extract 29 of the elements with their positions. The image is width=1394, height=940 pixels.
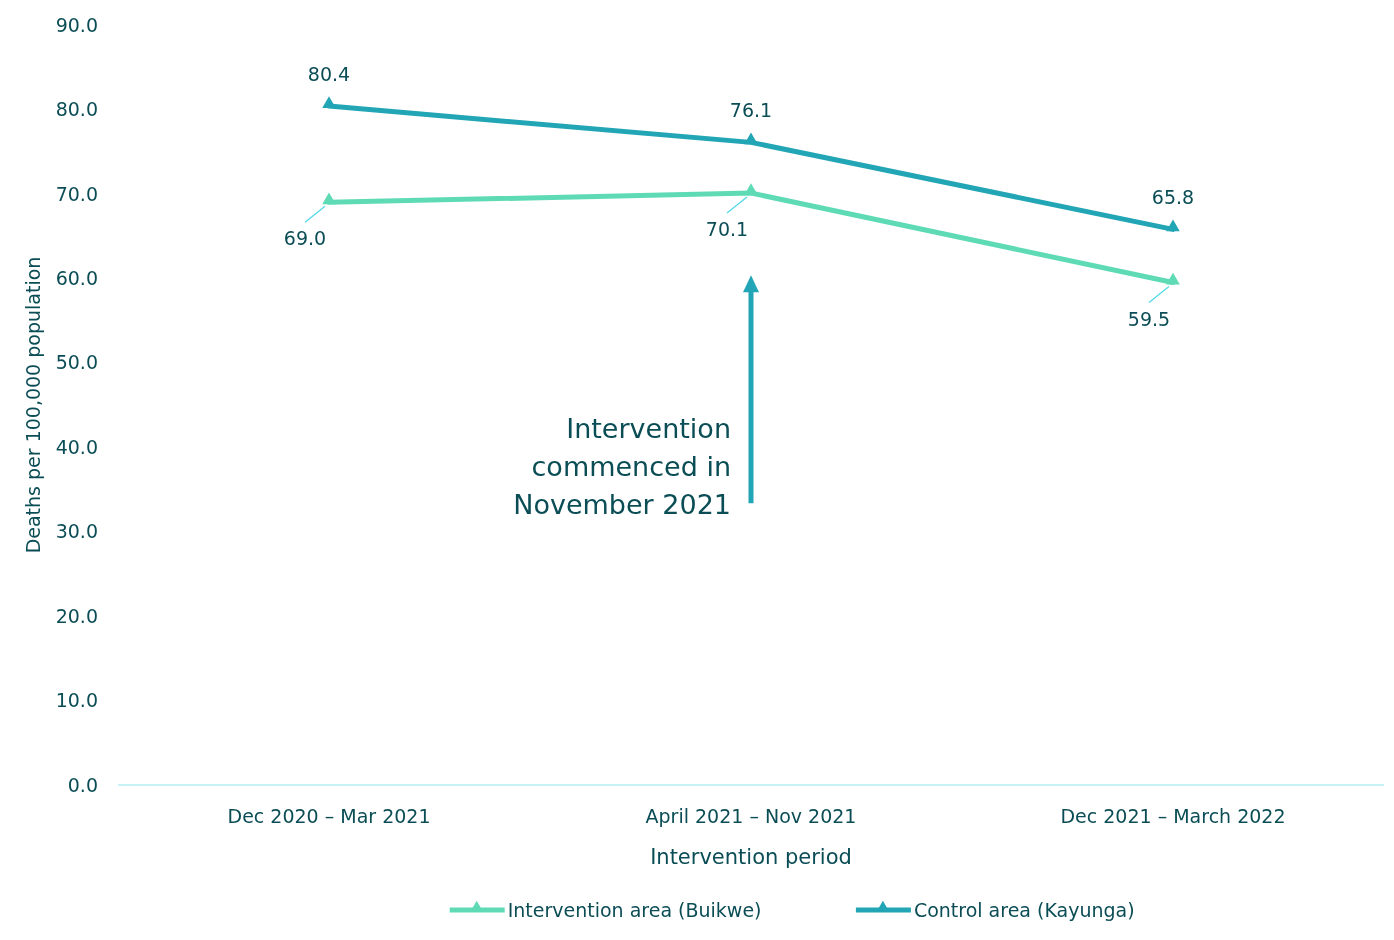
y-tick-label: 80.0: [55, 98, 98, 121]
data-label: 59.5: [1127, 307, 1171, 330]
y-tick-label: 50.0: [55, 351, 98, 374]
y-tick-label: 30.0: [55, 520, 98, 543]
data-label: 70.1: [705, 218, 749, 241]
legend-label: Control area (Kayunga): [913, 898, 1135, 921]
x-tick-label: April 2021 – Nov 2021: [645, 805, 857, 827]
x-axis-title: Intervention period: [650, 845, 852, 869]
data-label: 80.4: [307, 63, 351, 86]
annotation: Intervention commenced in November 2021: [513, 413, 731, 521]
point: [322, 96, 336, 108]
y-axis-title: Deaths per 100,000 population: [22, 256, 44, 554]
x-tick-label: Dec 2021 – March 2022: [1060, 805, 1286, 827]
data-label: 69.0: [283, 227, 327, 250]
point: [744, 132, 758, 145]
point: [1166, 272, 1180, 285]
y-tick-label: 40.0: [55, 435, 98, 458]
data-label: 76.1: [729, 99, 773, 122]
point: [322, 192, 336, 205]
y-tick-label: 60.0: [55, 266, 98, 289]
y-tick-label: 0.0: [67, 773, 98, 796]
y-tick-label: 20.0: [55, 604, 98, 627]
x-tick-label: Dec 2020 – Mar 2021: [227, 805, 431, 827]
y-tick-label: 90.0: [55, 13, 98, 36]
y-tick-label: 70.0: [55, 182, 98, 205]
legend-label: Intervention area (Buikwe): [507, 898, 762, 921]
y-tick-label: 10.0: [55, 689, 98, 712]
data-label: 65.8: [1151, 186, 1195, 209]
point: [1166, 219, 1180, 232]
